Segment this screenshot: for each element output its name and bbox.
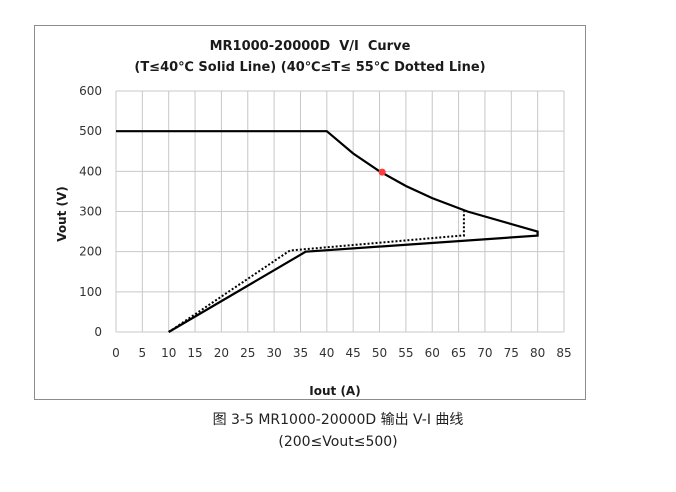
y-tick-label: 500 xyxy=(79,124,102,138)
y-axis-label: Vout (V) xyxy=(55,186,69,242)
grid-lines xyxy=(115,90,565,333)
x-tick-label: 25 xyxy=(240,346,255,360)
chart-frame: MR1000-20000D V/I Curve (T≤40℃ Solid Lin… xyxy=(34,25,586,400)
x-tick-label: 10 xyxy=(161,346,176,360)
x-tick-label: 30 xyxy=(266,346,281,360)
series-lines xyxy=(116,130,539,333)
chart-title: MR1000-20000D V/I Curve xyxy=(210,39,411,54)
y-tick-label: 300 xyxy=(79,205,102,219)
x-tick-label: 20 xyxy=(214,346,229,360)
x-tick-label: 60 xyxy=(425,346,440,360)
x-tick-label: 0 xyxy=(112,346,120,360)
highlight-marker xyxy=(378,168,386,176)
y-tick-label: 400 xyxy=(79,164,102,178)
x-tick-label: 15 xyxy=(187,346,202,360)
y-tick-label: 200 xyxy=(79,245,102,259)
x-tick-label: 75 xyxy=(504,346,519,360)
x-tick-label: 70 xyxy=(477,346,492,360)
y-tick-label: 600 xyxy=(79,84,102,98)
chart-subtitle: (T≤40℃ Solid Line) (40℃≤T≤ 55℃ Dotted Li… xyxy=(134,60,485,75)
y-tick-label: 100 xyxy=(79,285,102,299)
x-tick-label: 35 xyxy=(293,346,308,360)
y-tick-label: 0 xyxy=(94,325,102,339)
x-axis-label: Iout (A) xyxy=(309,384,360,398)
vi-curve-chart: MR1000-20000D V/I Curve (T≤40℃ Solid Lin… xyxy=(55,39,572,398)
x-tick-label: 40 xyxy=(319,346,334,360)
x-tick-label: 85 xyxy=(556,346,571,360)
solid-curve-line xyxy=(116,130,539,333)
tick-labels: 0 5 10 15 20 25 30 35 40 45 50 55 60 65 70 75 80 85 0 100 20… xyxy=(79,84,572,360)
figure-subcaption: (200≤Vout≤500) xyxy=(278,434,398,450)
dotted-curve-line xyxy=(168,211,465,333)
x-tick-label: 55 xyxy=(398,346,413,360)
x-tick-label: 80 xyxy=(530,346,545,360)
figure-caption: 图 3-5 MR1000-20000D 输出 V-I 曲线 xyxy=(212,412,464,428)
x-tick-label: 50 xyxy=(372,346,387,360)
x-tick-label: 45 xyxy=(346,346,361,360)
x-tick-label: 65 xyxy=(451,346,466,360)
x-tick-label: 5 xyxy=(139,346,147,360)
